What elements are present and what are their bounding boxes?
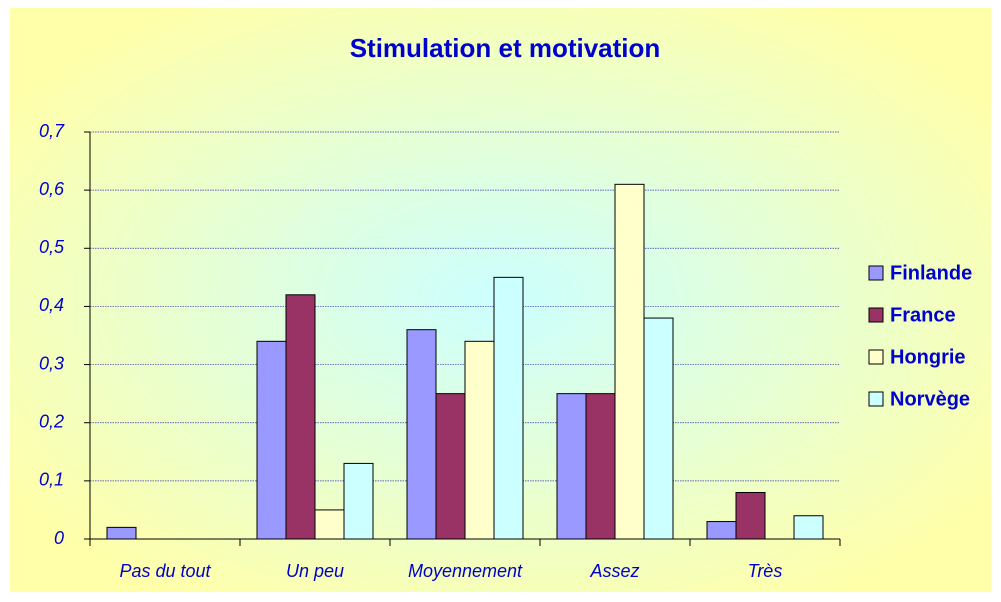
y-tick-label: 0,3 [39, 353, 64, 373]
bar [643, 317, 674, 540]
bar [256, 340, 287, 540]
bar [406, 329, 437, 540]
y-tick-label: 0,2 [39, 411, 64, 431]
x-tick-label: Assez [589, 561, 639, 581]
y-tick-label: 0,4 [39, 295, 64, 315]
y-tick-label: 0,5 [39, 237, 65, 257]
bar [556, 393, 587, 540]
legend-label: Hongrie [890, 346, 966, 368]
chart-title: Stimulation et motivation [350, 33, 661, 63]
bar [735, 491, 766, 540]
bar [314, 509, 345, 540]
legend-label: Finlande [890, 262, 972, 284]
bar [493, 276, 524, 540]
bar [464, 340, 495, 540]
legend-swatch [868, 349, 884, 365]
bar [614, 183, 645, 540]
x-tick-label: Moyennement [408, 561, 523, 581]
legend-swatch [868, 265, 884, 281]
bar [106, 526, 137, 540]
y-tick-label: 0 [54, 528, 64, 548]
x-tick-label: Très [748, 561, 783, 581]
bar [435, 393, 466, 540]
legend-label: Norvège [890, 388, 970, 410]
y-tick-label: 0,1 [39, 470, 64, 490]
bar [793, 515, 824, 540]
legend-swatch [868, 307, 884, 323]
x-tick-label: Pas du tout [119, 561, 211, 581]
legend-label: France [890, 304, 956, 326]
bar [343, 462, 374, 540]
bar [585, 393, 616, 540]
y-tick-label: 0,7 [39, 121, 65, 141]
legend-swatch [868, 391, 884, 407]
bar [706, 521, 737, 540]
x-tick-label: Un peu [286, 561, 344, 581]
y-tick-label: 0,6 [39, 179, 65, 199]
bar [285, 294, 316, 540]
